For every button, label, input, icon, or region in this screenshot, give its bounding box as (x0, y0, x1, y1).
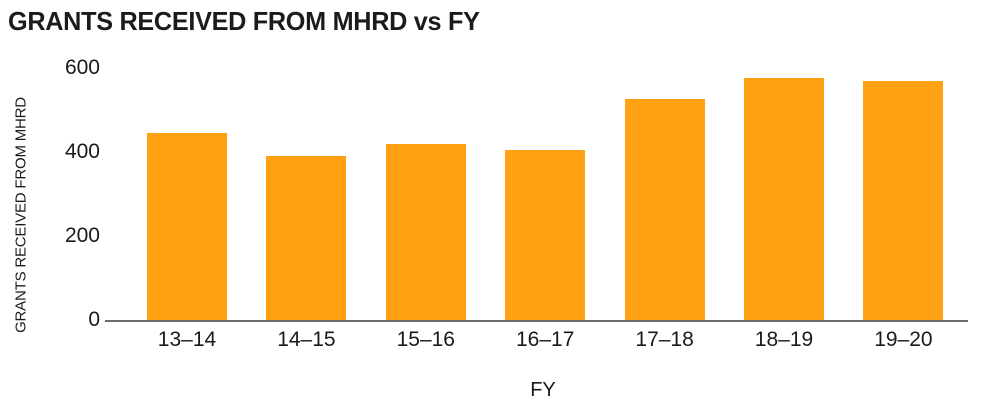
x-tick-17–18: 17–18 (635, 328, 694, 351)
y-tick-200: 200 (64, 224, 100, 247)
bar-16–17[interactable] (505, 150, 586, 320)
x-tick-15–16: 15–16 (396, 328, 455, 351)
x-tick-14–15: 14–15 (277, 328, 336, 351)
x-axis-title: FY (530, 379, 556, 401)
bar-15–16[interactable] (385, 144, 466, 320)
y-tick-0: 0 (88, 308, 100, 331)
y-tick-600: 600 (64, 56, 100, 79)
x-tick-16–17: 16–17 (515, 328, 575, 351)
chart-title: GRANTS RECEIVED FROM MHRD vs FY (8, 6, 480, 36)
bar-13–14[interactable] (147, 133, 227, 320)
bar-17–18[interactable] (624, 99, 705, 320)
x-tick-19–20: 19–20 (874, 328, 933, 351)
bar-14–15[interactable] (266, 156, 347, 320)
bar-18–19[interactable] (744, 78, 824, 320)
y-axis-title: GRANTS RECEIVED FROM MHRD (12, 97, 30, 333)
plot-area (105, 68, 968, 322)
y-tick-400: 400 (64, 140, 100, 163)
x-tick-18–19: 18–19 (754, 328, 814, 351)
bar-19–20[interactable] (863, 81, 944, 320)
x-tick-13–14: 13–14 (157, 328, 217, 351)
